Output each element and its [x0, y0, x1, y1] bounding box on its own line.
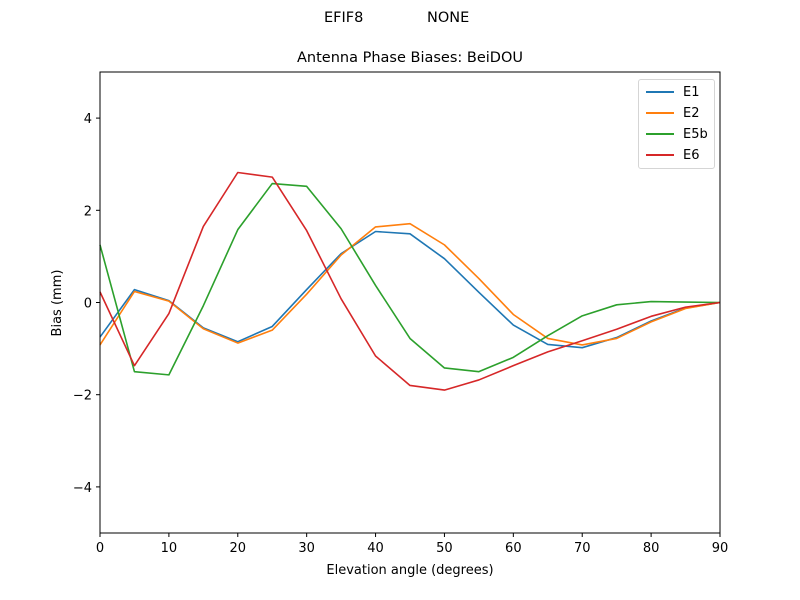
x-tick-label: 60	[505, 541, 522, 556]
x-tick-label: 50	[436, 541, 453, 556]
y-axis-ticks: 4 2 0 −2 −4	[73, 112, 100, 496]
legend-swatch-e6	[646, 154, 674, 156]
legend-item-e6: E6	[639, 147, 700, 163]
legend-label: E6	[683, 147, 700, 163]
series-line-e5b	[99, 182, 721, 376]
series-line-e6	[99, 171, 721, 391]
x-tick-label: 90	[712, 541, 729, 556]
radome-label: NONE	[427, 10, 470, 26]
x-tick-label: 70	[574, 541, 591, 556]
legend-swatch-e1	[646, 91, 674, 93]
legend-swatch-e2	[646, 112, 674, 114]
legend-item-e5b: E5b	[639, 126, 708, 142]
data-lines	[99, 171, 721, 391]
x-axis-label: Elevation angle (degrees)	[326, 563, 493, 578]
legend-label: E1	[683, 84, 700, 100]
y-tick-label: −4	[73, 481, 92, 496]
legend-item-e1: E1	[639, 84, 700, 100]
legend-item-e2: E2	[639, 105, 700, 121]
legend-label: E5b	[683, 126, 708, 142]
y-tick-label: 4	[84, 112, 92, 127]
x-tick-label: 20	[230, 541, 247, 556]
chart-title: Antenna Phase Biases: BeiDOU	[297, 50, 523, 66]
y-tick-label: −2	[73, 389, 92, 404]
x-tick-label: 0	[96, 541, 104, 556]
x-tick-label: 80	[643, 541, 660, 556]
legend-swatch-e5b	[646, 133, 674, 135]
station-label: EFIF8	[324, 10, 364, 26]
series-line-e1	[99, 230, 721, 349]
axes-frame	[99, 71, 721, 534]
series-line-e2	[99, 222, 721, 346]
y-tick-label: 2	[84, 204, 92, 219]
x-axis-ticks: 0 10 20 30 40 50 60 70 80 90	[96, 533, 728, 556]
x-tick-label: 30	[298, 541, 315, 556]
legend-label: E2	[683, 105, 700, 121]
x-tick-label: 10	[161, 541, 178, 556]
y-tick-label: 0	[84, 297, 92, 312]
legend: E1 E2 E5b E6	[638, 79, 715, 169]
x-tick-label: 40	[367, 541, 384, 556]
y-axis-label: Bias (mm)	[50, 270, 65, 337]
